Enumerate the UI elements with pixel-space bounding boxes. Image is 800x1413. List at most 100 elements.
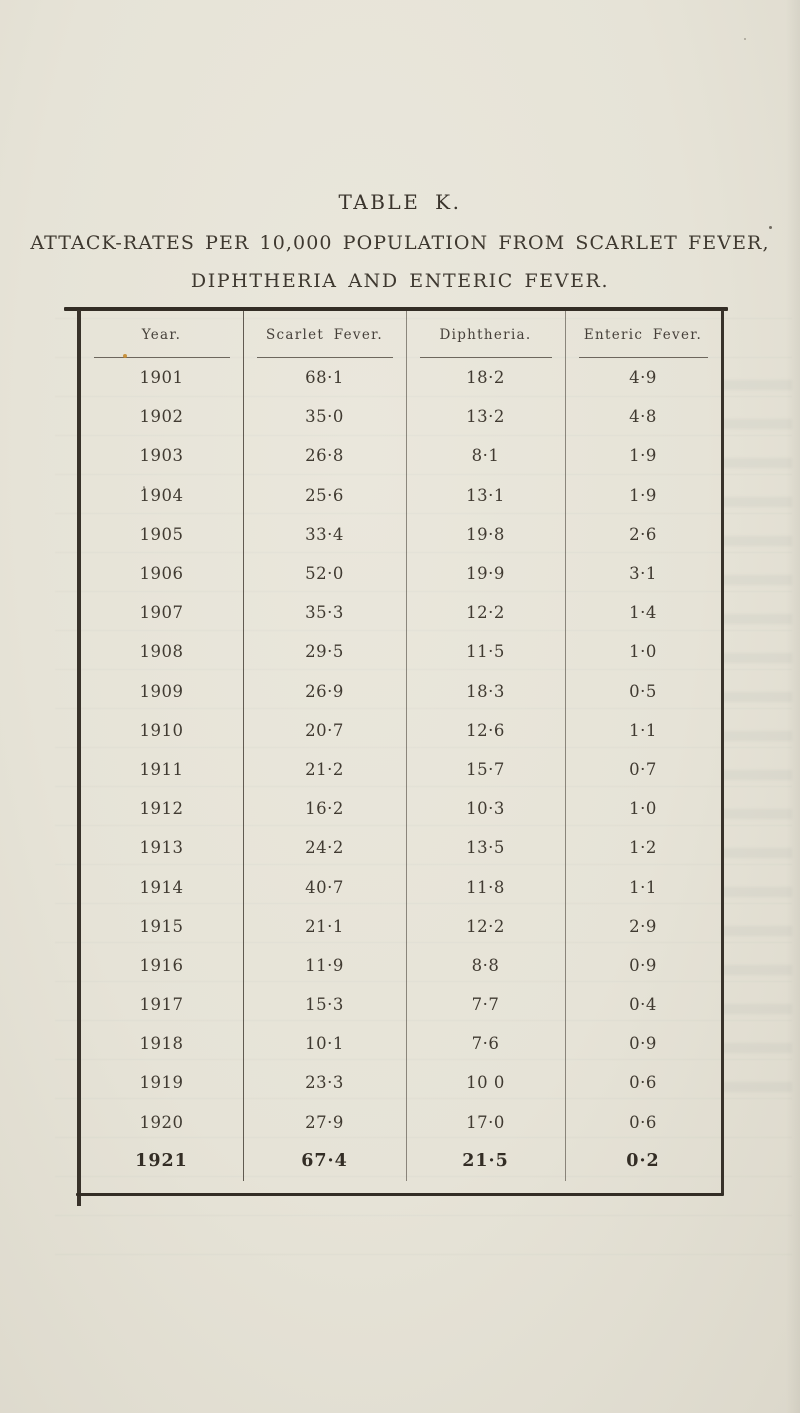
year-cell: 1903 [81,436,244,476]
rate-cell: 21·5 [407,1141,566,1181]
rate-cell: 13·1 [407,475,566,515]
rate-cell: 4·9 [629,368,657,388]
rate-cell: 27·9 [244,1102,407,1142]
rate-cell: 0·9 [629,955,657,975]
rate-cell: 4·8 [629,407,657,427]
rate-cell: 0·9 [629,1034,657,1054]
year-cell: 1905 [81,514,244,554]
rate-cell: 0·7 [629,759,657,779]
column-header: Diphtheria. [407,311,566,358]
rate-cell: 8·8 [407,945,566,985]
rate-cell: 0·6 [629,1112,657,1132]
column-header: Enteric Fever. [566,311,721,358]
rate-cell: 0·5 [629,681,657,701]
rate-cell: 1·0 [629,799,657,819]
scan-speck [143,486,145,489]
rate-cell: 0·2 [626,1151,660,1172]
rate-cell: 18·3 [407,671,566,711]
rate-cell: 8·1 [407,436,566,476]
rate-cell: 16·2 [244,789,407,829]
rate-cell: 15·7 [407,749,566,790]
rate-cell: 7·6 [407,1024,566,1064]
rate-cell: 0·6 [629,1073,657,1093]
rate-cell: 11·8 [407,867,566,907]
year-cell: 1913 [81,828,244,868]
year-cell: 1915 [81,906,244,946]
rate-cell: 2·9 [629,916,657,936]
year-cell: 1904 [81,475,244,515]
year-cell: 1909 [81,671,244,711]
rate-cell: 35·0 [244,397,407,437]
page-title-line1: ATTACK-RATES PER 10,000 POPULATION FROM … [30,232,770,254]
rate-cell: 1·2 [629,838,657,858]
rate-cell: 18·2 [407,358,566,398]
rate-cell: 21·1 [244,906,407,946]
rate-cell: 67·4 [244,1141,407,1181]
ink-speck [123,354,127,358]
year-cell: 1912 [81,789,244,829]
year-cell: 1921 [81,1141,244,1181]
rate-cell: 15·3 [244,985,407,1025]
year-cell: 1907 [81,593,244,633]
column-header: Scarlet Fever. [244,311,407,358]
rate-cell: 19·8 [407,514,566,554]
scan-speck [769,226,772,229]
rate-cell: 19·9 [407,553,566,594]
rate-cell: 1·9 [629,446,657,466]
rate-cell: 17·0 [407,1102,566,1142]
rate-cell: 25·6 [244,475,407,515]
rate-cell: 11·5 [407,632,566,672]
rate-cell: 11·9 [244,945,407,985]
rate-cell: 29·5 [244,632,407,672]
year-cell: 1914 [81,867,244,907]
rate-cell: 23·3 [244,1063,407,1103]
year-cell: 1906 [81,553,244,594]
rate-cell: 10·3 [407,789,566,829]
rate-cell: 7·7 [407,985,566,1025]
rate-cell: 12·6 [407,710,566,750]
year-cell: 1910 [81,710,244,750]
rate-cell: 26·8 [244,436,407,476]
column-header: Year. [81,311,244,358]
rate-cell: 35·3 [244,593,407,633]
page-title-line2: DIPHTHERIA AND ENTERIC FEVER. [190,270,610,292]
rate-cell: 3·1 [629,564,657,584]
rate-cell: 21·2 [244,749,407,790]
rate-cell: 26·9 [244,671,407,711]
year-cell: 1902 [81,397,244,437]
table-label: TABLE K. [338,190,462,214]
year-cell: 1918 [81,1024,244,1064]
year-cell: 1908 [81,632,244,672]
table-right-border [720,310,724,1194]
rate-cell: 13·5 [407,828,566,868]
year-cell: 1919 [81,1063,244,1103]
table-top-rule [64,307,728,311]
rate-cell: 24·2 [244,828,407,868]
table-bottom-rule [76,1192,724,1196]
rate-cell: 1·0 [629,642,657,662]
rate-cell: 1·1 [629,720,657,740]
rate-cell: 13·2 [407,397,566,437]
year-cell: 1911 [81,749,244,790]
rate-cell: 1·9 [629,485,657,505]
rate-cell: 1·1 [629,877,657,897]
table-left-border [77,310,81,1206]
rate-cell: 68·1 [244,358,407,398]
margin-showthrough-artifact [722,380,792,1113]
year-cell: 1917 [81,985,244,1025]
rate-cell: 2·6 [629,524,657,544]
table-grid: Year. Scarlet Fever. Diphtheria. Enteric Fe… [81,311,721,1193]
rate-cell: 40·7 [244,867,407,907]
rate-cell: 33·4 [244,514,407,554]
rate-cell: 10·1 [244,1024,407,1064]
rate-cell: 0·4 [629,995,657,1015]
year-cell: 1901 [81,358,244,398]
rate-cell: 10 0 [407,1063,566,1103]
rate-cell: 20·7 [244,710,407,750]
rate-cell: 52·0 [244,553,407,594]
rate-cell: 12·2 [407,906,566,946]
year-cell: 1916 [81,945,244,985]
year-cell: 1920 [81,1102,244,1142]
attack-rates-table: Year. Scarlet Fever. Diphtheria. Enteric Fe… [64,307,728,1206]
